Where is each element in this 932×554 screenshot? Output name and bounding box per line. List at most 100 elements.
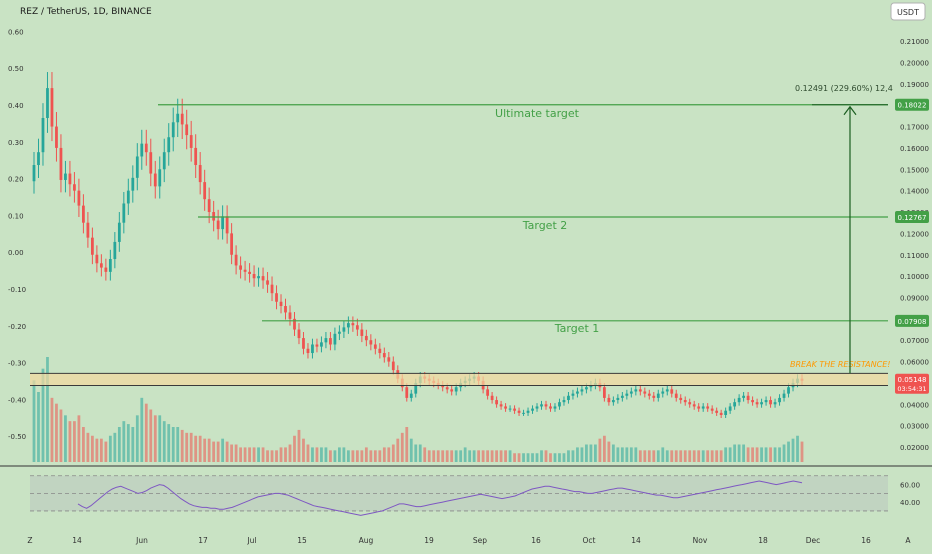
volume-bar xyxy=(351,450,355,462)
price-tag-ultimate-text: 0.18022 xyxy=(898,102,927,110)
candle-body xyxy=(746,395,750,401)
volume-bar xyxy=(391,444,395,462)
candle-body xyxy=(297,329,301,339)
volume-bar xyxy=(320,447,323,462)
volume-bar xyxy=(472,450,476,462)
time-tick-label: Nov xyxy=(693,536,708,545)
volume-bar xyxy=(288,444,292,462)
volume-bar xyxy=(400,432,404,462)
volume-bar xyxy=(77,415,81,462)
volume-bar xyxy=(338,447,341,462)
volume-bar xyxy=(239,447,242,462)
volume-bar xyxy=(275,450,278,462)
right-tick-label: 0.07000 xyxy=(900,337,929,345)
candle-body xyxy=(131,177,135,191)
volume-bar xyxy=(598,438,602,462)
volume-bar xyxy=(526,453,530,462)
volume-bar xyxy=(567,450,570,462)
candle-body xyxy=(64,173,67,180)
candle-body xyxy=(333,333,337,345)
volume-bar xyxy=(710,450,714,462)
volume-bar xyxy=(445,450,449,462)
candle-body xyxy=(126,190,130,204)
candle-body xyxy=(189,135,193,148)
volume-bar xyxy=(409,438,413,462)
candle-body xyxy=(629,391,633,394)
resistance-zone[interactable] xyxy=(30,372,888,387)
candle-body xyxy=(113,241,117,260)
time-tick-label: Jun xyxy=(135,536,148,545)
volume-bar xyxy=(90,435,94,462)
candle-body xyxy=(315,344,319,347)
volume-bar xyxy=(522,453,525,462)
candle-body xyxy=(68,173,72,185)
candle-body xyxy=(198,165,202,183)
candle-body xyxy=(778,397,781,403)
volume-bar xyxy=(665,450,669,462)
volume-bar xyxy=(297,429,301,462)
volume-bar xyxy=(230,444,234,462)
right-tick-label: 0.03000 xyxy=(900,423,929,431)
volume-bar xyxy=(50,397,54,462)
candle-body xyxy=(755,402,759,405)
candle-body xyxy=(329,338,332,345)
candle-body xyxy=(140,143,144,157)
candle-body xyxy=(441,385,445,388)
volume-bar xyxy=(418,444,422,462)
volume-bars xyxy=(32,357,804,462)
volume-bar xyxy=(113,432,117,462)
left-tick-label: 0.60 xyxy=(8,28,24,36)
target-lines[interactable] xyxy=(158,104,888,322)
volume-bar xyxy=(95,438,99,462)
candle-body xyxy=(490,395,494,401)
time-tick-label: Z xyxy=(27,536,32,545)
measure-arrow[interactable] xyxy=(812,104,888,374)
candle-body xyxy=(634,389,638,392)
volume-bar xyxy=(59,409,63,462)
candle-body xyxy=(670,389,674,394)
volume-bar xyxy=(486,450,490,462)
volume-bar xyxy=(225,441,229,462)
candle-body xyxy=(82,205,85,223)
volume-bar xyxy=(594,444,597,462)
volume-bar xyxy=(46,357,49,462)
candle-body xyxy=(405,387,409,398)
candle-body xyxy=(580,389,584,392)
volume-bar xyxy=(513,453,516,462)
candlestick-series xyxy=(32,72,804,418)
candle-body xyxy=(571,393,575,396)
volume-bar xyxy=(625,447,629,462)
currency-button[interactable] xyxy=(890,2,926,21)
candle-body xyxy=(360,329,364,336)
candle-body xyxy=(144,143,148,153)
candle-body xyxy=(616,397,620,401)
candle-body xyxy=(522,412,525,414)
left-tick-label: 0.10 xyxy=(8,212,24,220)
volume-bar xyxy=(68,421,72,462)
candle-body xyxy=(117,222,121,242)
last-price-text: 0.05148 xyxy=(898,376,927,384)
countdown-text: 03:54:31 xyxy=(897,385,926,393)
volume-bar xyxy=(477,450,481,462)
break-resistance-label: BREAK THE RESISTANCE! xyxy=(790,360,890,369)
volume-bar xyxy=(553,453,557,462)
candle-body xyxy=(769,400,772,405)
candle-body xyxy=(558,402,561,407)
volume-bar xyxy=(176,427,180,462)
volume-bar xyxy=(706,450,710,462)
volume-bar xyxy=(634,447,638,462)
volume-bar xyxy=(104,441,108,462)
volume-bar xyxy=(616,447,620,462)
candle-body xyxy=(248,271,251,274)
time-tick-label: 14 xyxy=(631,536,641,545)
candle-body xyxy=(737,397,741,403)
volume-bar xyxy=(198,435,202,462)
left-tick-label: -0.10 xyxy=(8,286,26,294)
volume-bar xyxy=(535,453,539,462)
volume-bar xyxy=(764,447,768,462)
candle-body xyxy=(724,410,728,415)
time-tick-label: A xyxy=(905,536,911,545)
